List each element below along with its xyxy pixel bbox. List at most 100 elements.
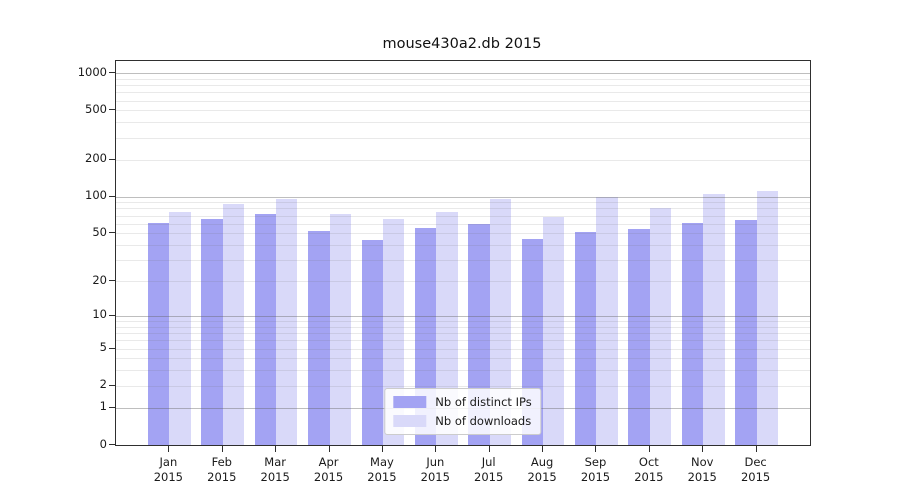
gridline-minor-5	[116, 348, 810, 350]
gridline-major-10	[116, 315, 810, 317]
x-tick-label-nov: Nov 2015	[687, 455, 717, 484]
y-tick-mark-0	[109, 444, 115, 445]
y-tick-mark-50	[109, 232, 115, 234]
x-tick-label-mar: Mar 2015	[260, 455, 290, 484]
bar-oct-distinct-ips	[628, 229, 650, 445]
y-tick-mark-10	[109, 314, 115, 316]
y-tick-label-10: 10	[92, 307, 107, 322]
plot-area: Nb of distinct IPs Nb of downloads	[115, 60, 811, 446]
x-tick-mark-jan	[168, 446, 170, 452]
gridline-minor-900	[116, 78, 810, 80]
y-tick-label-5: 5	[99, 340, 107, 355]
gridline-minor-40	[116, 245, 810, 247]
y-tick-label-100: 100	[85, 188, 107, 203]
y-tick-mark-2	[109, 384, 115, 386]
bar-mar-downloads	[276, 199, 298, 445]
x-tick-mark-apr	[328, 446, 330, 452]
gridline-minor-600	[116, 100, 810, 102]
x-tick-mark-aug	[542, 446, 544, 452]
x-tick-label-jan: Jan 2015	[153, 455, 184, 484]
y-tick-label-50: 50	[92, 224, 107, 239]
bar-nov-distinct-ips	[681, 222, 704, 445]
x-tick-mark-mar	[275, 446, 277, 452]
legend-label-downloads: Nb of downloads	[435, 414, 532, 428]
bar-nov-downloads	[703, 193, 725, 445]
y-tick-label-20: 20	[92, 272, 107, 287]
y-tick-mark-500	[109, 109, 115, 111]
gridline-minor-700	[116, 92, 810, 94]
x-tick-label-apr: Apr 2015	[313, 455, 344, 484]
gridline-minor-80	[116, 208, 810, 210]
gridline-minor-800	[116, 85, 810, 87]
x-tick-label-dec: Dec 2015	[740, 455, 771, 484]
y-tick-label-2: 2	[99, 377, 107, 392]
y-tick-mark-1	[109, 406, 115, 408]
bar-jan-distinct-ips	[148, 222, 170, 445]
y-tick-mark-200	[109, 158, 115, 160]
bar-sep-downloads	[596, 197, 618, 445]
x-tick-mark-sep	[595, 446, 597, 452]
gridline-minor-3	[116, 370, 810, 372]
y-tick-label-1: 1	[99, 399, 107, 414]
gridline-minor-300	[116, 137, 810, 139]
bar-sep-distinct-ips	[575, 232, 597, 445]
gridline-minor-90	[116, 202, 810, 204]
legend-entry-distinct-ips: Nb of distinct IPs	[393, 395, 532, 409]
x-tick-mark-jun	[435, 446, 437, 452]
x-tick-label-may: May 2015	[367, 455, 397, 484]
gridline-minor-2	[116, 385, 810, 387]
y-tick-label-500: 500	[85, 101, 107, 116]
x-tick-label-jun: Jun 2015	[420, 455, 450, 484]
gridline-minor-6	[116, 340, 810, 342]
gridline-minor-500	[116, 110, 810, 112]
x-tick-label-aug: Aug 2015	[527, 455, 557, 484]
bar-aug-downloads	[543, 217, 565, 445]
y-tick-label-200: 200	[85, 151, 107, 166]
x-tick-label-sep: Sep 2015	[580, 455, 611, 484]
x-tick-label-jul: Jul 2015	[474, 455, 504, 484]
gridline-minor-8	[116, 326, 810, 328]
bar-feb-distinct-ips	[201, 218, 223, 445]
gridline-minor-20	[116, 281, 810, 283]
bar-jun-downloads	[436, 211, 458, 445]
gridline-minor-200	[116, 159, 810, 161]
x-tick-mark-dec	[755, 446, 757, 452]
bar-apr-distinct-ips	[308, 231, 330, 445]
bar-jul-downloads	[489, 199, 512, 445]
gridline-major-100	[116, 196, 810, 198]
y-tick-mark-5	[109, 347, 115, 349]
x-tick-label-feb: Feb 2015	[207, 455, 237, 484]
legend-entry-downloads: Nb of downloads	[393, 414, 531, 428]
y-tick-mark-100	[109, 195, 115, 197]
x-tick-mark-feb	[221, 446, 223, 452]
legend-swatch-distinct-ips	[393, 396, 427, 408]
x-tick-mark-oct	[648, 446, 650, 452]
gridline-major-1000	[116, 73, 810, 75]
bar-oct-downloads	[649, 207, 672, 445]
x-tick-mark-nov	[702, 446, 704, 452]
y-tick-label-0: 0	[99, 436, 107, 451]
bar-jan-downloads	[169, 211, 191, 445]
x-tick-mark-may	[381, 446, 383, 452]
gridline-minor-400	[116, 122, 810, 124]
bar-feb-downloads	[222, 204, 245, 445]
y-tick-mark-20	[109, 280, 115, 282]
bar-apr-downloads	[329, 214, 351, 445]
gridline-minor-9	[116, 321, 810, 323]
legend-swatch-downloads	[393, 415, 427, 427]
x-tick-label-oct: Oct 2015	[634, 455, 664, 484]
y-tick-mark-1000	[109, 72, 115, 74]
gridline-minor-7	[116, 333, 810, 335]
x-tick-mark-jul	[488, 446, 490, 452]
bar-may-distinct-ips	[361, 240, 383, 445]
bar-mar-distinct-ips	[254, 214, 277, 445]
bar-dec-distinct-ips	[735, 220, 757, 445]
gridline-minor-30	[116, 260, 810, 262]
gridline-minor-60	[116, 223, 810, 225]
gridline-minor-70	[116, 215, 810, 217]
legend: Nb of distinct IPs Nb of downloads	[384, 388, 542, 435]
bar-dec-downloads	[756, 190, 778, 445]
gridline-minor-4	[116, 358, 810, 360]
gridline-minor-50	[116, 233, 810, 235]
